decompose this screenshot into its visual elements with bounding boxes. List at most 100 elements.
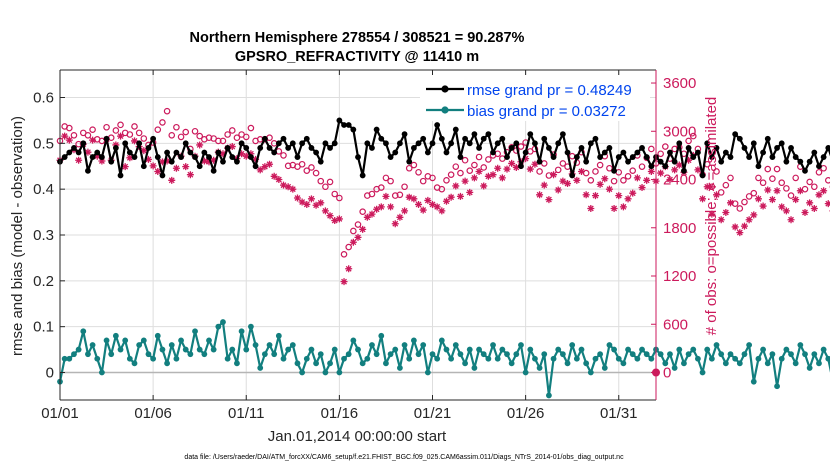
possible-obs-point [545,172,553,179]
bias-point [173,355,180,362]
assimilated-obs-point [387,203,395,211]
bias-point [271,351,278,358]
possible-obs-point [340,250,348,258]
assimilated-obs-point [792,196,800,204]
bias-point [662,360,669,367]
assimilated-obs-point [168,176,176,184]
assimilated-obs-point [810,204,818,212]
assimilated-obs-point [289,185,297,193]
possible-obs-point [662,143,669,150]
bias-point [755,355,762,362]
assimilated-obs-point [401,207,409,215]
rmse-point [173,149,180,156]
possible-obs-point [415,168,422,176]
rmse-point [373,126,380,133]
possible-obs-point [126,131,134,138]
bias-point [229,346,236,353]
assimilated-obs-point [61,132,69,140]
possible-obs-point [480,164,488,171]
assimilated-obs-point [815,191,823,199]
rmse-point [285,145,292,151]
bias-point [145,351,152,358]
bias-point [257,365,264,371]
rmse-point [536,158,543,165]
bias-point [490,342,496,348]
bias-point [643,351,650,358]
bias-point [587,369,594,376]
possible-obs-point [596,161,604,169]
bias-point [466,346,473,353]
bias-point [336,369,343,376]
possible-obs-point [196,132,203,140]
rmse-point [722,149,729,156]
assimilated-obs-point [526,165,534,173]
rmse-point [438,135,445,142]
bias-point [178,337,184,344]
assimilated-obs-point [219,150,227,158]
possible-obs-point [685,137,692,145]
rmse-point [718,158,725,165]
rmse-point [820,154,827,160]
possible-obs-point [475,153,483,161]
assimilated-obs-point [731,223,739,231]
bias-point [117,346,124,353]
bias-point [406,355,413,362]
bias-point [639,346,645,353]
assimilated-obs-point [824,200,830,208]
assimilated-obs-point [377,203,385,211]
bias-point [424,369,431,376]
assimilated-obs-point [573,176,581,184]
assimilated-obs-point [452,182,460,190]
bias-point [648,355,655,362]
assimilated-obs-point [703,183,711,191]
assimilated-obs-point [740,222,748,230]
possible-obs-point [461,156,469,164]
rmse-point [797,158,804,165]
bias-point [522,369,529,376]
possible-obs-point [387,177,394,185]
assimilated-obs-point [736,229,744,237]
bias-point [220,319,226,325]
possible-obs-point [317,177,325,185]
assimilated-obs-point [126,154,134,162]
y-right-tick-label: 1800 [663,220,696,237]
assimilated-obs-point [550,171,558,179]
bias-point [378,332,385,339]
possible-obs-point [457,169,464,177]
possible-obs-point [303,167,311,174]
rmse-point [788,145,794,151]
bias-point [248,323,254,330]
rmse-point [657,158,664,165]
assimilated-obs-point [312,201,320,209]
assimilated-obs-point [773,187,781,195]
rmse-point [80,140,87,147]
possible-obs-point [182,128,190,136]
bias-point [620,360,627,367]
rmse-point [364,140,371,147]
y-left-tick-label: 0.3 [33,227,54,244]
assimilated-obs-point [200,157,208,165]
rmse-point [522,149,529,156]
bias-point [359,360,366,367]
assimilated-obs-point [158,158,166,166]
rmse-point [126,149,133,156]
assimilated-obs-point [782,207,790,215]
rmse-point [112,145,119,151]
rmse-point [252,163,259,170]
bias-point [760,346,766,353]
assimilated-obs-point [228,143,236,151]
rmse-point [238,140,245,147]
chart-title-line1: Northern Hemisphere 278554 / 308521 = 90… [190,30,525,46]
rmse-point [615,154,622,160]
possible-obs-point [219,137,227,145]
assimilated-obs-point [657,169,665,177]
bias-point [154,332,161,339]
bias-point [224,355,231,362]
bias-point [764,360,771,367]
bias-point [75,346,82,353]
bias-point [583,360,590,367]
possible-obs-point [247,124,255,132]
rmse-point [513,140,520,147]
rmse-point [578,145,585,151]
